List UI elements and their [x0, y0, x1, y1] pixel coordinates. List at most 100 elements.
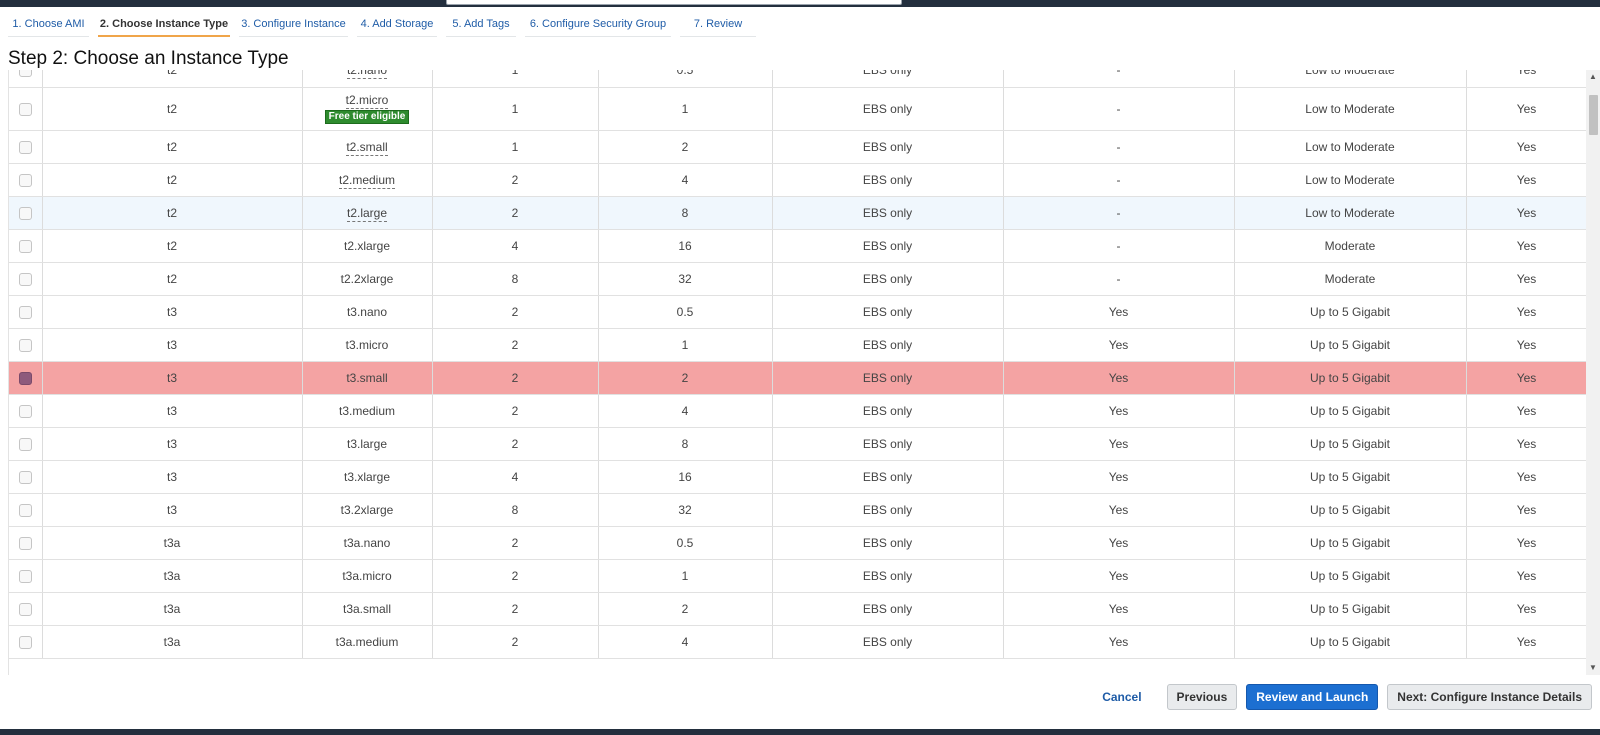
row-checkbox[interactable] [18, 206, 32, 220]
next-configure-instance-button[interactable]: Next: Configure Instance Details [1387, 684, 1592, 710]
cell-network: Up to 5 Gigabit [1234, 361, 1467, 395]
cell-type: t2.2xlarge [302, 262, 433, 296]
row-checkbox[interactable] [18, 470, 32, 484]
row-select-cell [9, 163, 43, 197]
instance-type-wrap: t3a.small [303, 602, 432, 616]
cell-storage: EBS only [772, 196, 1004, 230]
cell-storage: EBS only [772, 559, 1004, 593]
tab-configure-instance[interactable]: 3. Configure Instance [239, 12, 348, 37]
cancel-button[interactable]: Cancel [1102, 690, 1142, 704]
row-checkbox[interactable] [18, 70, 32, 78]
row-checkbox[interactable] [18, 635, 32, 649]
table-row[interactable]: t3 t3.micro 2 1 EBS only Yes Up to 5 Gigabit Ye… [9, 328, 1587, 362]
table-row[interactable]: t3a t3a.medium 2 4 EBS only Yes Up to 5 Gigabi… [9, 625, 1587, 659]
instance-type-wrap: t3a.micro [303, 569, 432, 583]
cell-type: t3.xlarge [302, 460, 433, 494]
cell-ipv6: Yes [1466, 361, 1587, 395]
instance-type-table: t2 t2.nano 1 0.5 EBS only - Low to Moderate Yes… [8, 70, 1587, 675]
table-row[interactable]: t2 t2.nano 1 0.5 EBS only - Low to Moderate Yes [9, 70, 1587, 88]
scroll-up-icon[interactable]: ▲ [1589, 72, 1597, 81]
cell-storage: EBS only [772, 526, 1004, 560]
table-row[interactable]: t3 t3.large 2 8 EBS only Yes Up to 5 Gigabit Ye… [9, 427, 1587, 461]
console-search-box[interactable] [446, 0, 902, 5]
row-checkbox[interactable] [18, 102, 32, 116]
table-row[interactable]: t2 t2.large 2 8 EBS only - Low to Moderate Yes [9, 196, 1587, 230]
scroll-thumb[interactable] [1589, 95, 1598, 135]
cell-type: t3.micro [302, 328, 433, 362]
cell-ebs-optimized: Yes [1003, 460, 1235, 494]
cell-storage: EBS only [772, 328, 1004, 362]
cell-network: Moderate [1234, 262, 1467, 296]
review-and-launch-button[interactable]: Review and Launch [1246, 684, 1379, 710]
row-checkbox[interactable] [18, 602, 32, 616]
table-row[interactable]: t3a t3a.small 2 2 EBS only Yes Up to 5 Gigabit… [9, 592, 1587, 626]
cell-memory: 8 [598, 196, 773, 230]
cell-type: t3a.medium [302, 625, 433, 659]
table-row[interactable]: t3a t3a.micro 2 1 EBS only Yes Up to 5 Gigabit… [9, 559, 1587, 593]
row-checkbox[interactable] [18, 404, 32, 418]
tab-add-storage[interactable]: 4. Add Storage [357, 12, 437, 37]
row-select-cell [9, 559, 43, 593]
table-row[interactable]: t2 t2.xlarge 4 16 EBS only - Moderate Yes [9, 229, 1587, 263]
cell-memory: 8 [598, 427, 773, 461]
instance-type-wrap: t3.xlarge [303, 470, 432, 484]
instance-type-label: t2.large [346, 205, 388, 222]
table-row[interactable]: t3a t3a.nano 2 0.5 EBS only Yes Up to 5 Gigabi… [9, 526, 1587, 560]
cell-family: t3 [42, 328, 303, 362]
row-checkbox[interactable] [18, 140, 32, 154]
cell-network: Up to 5 Gigabit [1234, 394, 1467, 428]
row-checkbox[interactable] [18, 569, 32, 583]
row-checkbox[interactable] [18, 173, 32, 187]
table-row[interactable]: t3 t3.xlarge 4 16 EBS only Yes Up to 5 Gigabit… [9, 460, 1587, 494]
row-select-cell [9, 493, 43, 527]
cell-memory: 32 [598, 262, 773, 296]
table-row[interactable]: t3 t3.nano 2 0.5 EBS only Yes Up to 5 Gigabit Y… [9, 295, 1587, 329]
row-checkbox[interactable] [18, 503, 32, 517]
previous-button[interactable]: Previous [1166, 684, 1238, 710]
instance-type-wrap: t3.small [303, 371, 432, 385]
row-select-cell [9, 328, 43, 362]
cell-network: Up to 5 Gigabit [1234, 493, 1467, 527]
table-row[interactable]: t2 t2.medium 2 4 EBS only - Low to Moderate Yes [9, 163, 1587, 197]
table-row[interactable]: t3 t3.medium 2 4 EBS only Yes Up to 5 Gigabit Y… [9, 394, 1587, 428]
cell-storage: EBS only [772, 70, 1004, 88]
row-checkbox[interactable] [18, 305, 32, 319]
table-scrollbar[interactable]: ▲ ▼ [1586, 70, 1600, 675]
row-checkbox[interactable] [18, 371, 32, 385]
cell-ebs-optimized: - [1003, 262, 1235, 296]
table-row[interactable]: t3 t3.small 2 2 EBS only Yes Up to 5 Gigabit Ye… [9, 361, 1587, 395]
cell-family: t2 [42, 262, 303, 296]
table-row[interactable]: t3 t3.2xlarge 8 32 EBS only Yes Up to 5 Gigabi… [9, 493, 1587, 527]
cell-memory: 16 [598, 460, 773, 494]
cell-type: t2.large [302, 196, 433, 230]
cell-vcpus: 1 [432, 87, 599, 131]
row-checkbox[interactable] [18, 338, 32, 352]
scroll-down-icon[interactable]: ▼ [1589, 663, 1597, 672]
cell-network: Up to 5 Gigabit [1234, 460, 1467, 494]
cell-ipv6: Yes [1466, 328, 1587, 362]
instance-type-label: t3a.nano [343, 535, 391, 550]
row-checkbox[interactable] [18, 437, 32, 451]
tab-configure-security-group[interactable]: 6. Configure Security Group [525, 12, 671, 37]
tab-add-tags[interactable]: 5. Add Tags [446, 12, 516, 37]
table-row[interactable]: t2 t2.micro Free tier eligible 1 1 EBS only - L… [9, 87, 1587, 131]
cell-memory: 16 [598, 229, 773, 263]
table-row[interactable]: t2 t2.small 1 2 EBS only - Low to Moderate Yes [9, 130, 1587, 164]
row-checkbox[interactable] [18, 536, 32, 550]
cell-ipv6: Yes [1466, 229, 1587, 263]
table-row[interactable]: t2 t2.2xlarge 8 32 EBS only - Moderate Yes [9, 262, 1587, 296]
cell-ipv6: Yes [1466, 87, 1587, 131]
cell-storage: EBS only [772, 262, 1004, 296]
row-checkbox[interactable] [18, 239, 32, 253]
tab-choose-ami[interactable]: 1. Choose AMI [8, 12, 89, 37]
cell-ebs-optimized: - [1003, 163, 1235, 197]
cell-ebs-optimized: - [1003, 87, 1235, 131]
row-checkbox[interactable] [18, 272, 32, 286]
cell-vcpus: 8 [432, 493, 599, 527]
row-select-cell [9, 130, 43, 164]
tab-choose-instance-type[interactable]: 2. Choose Instance Type [98, 12, 230, 37]
instance-type-wrap: t2.small [303, 139, 432, 156]
cell-vcpus: 4 [432, 460, 599, 494]
cell-ebs-optimized: - [1003, 130, 1235, 164]
tab-review[interactable]: 7. Review [680, 12, 756, 37]
